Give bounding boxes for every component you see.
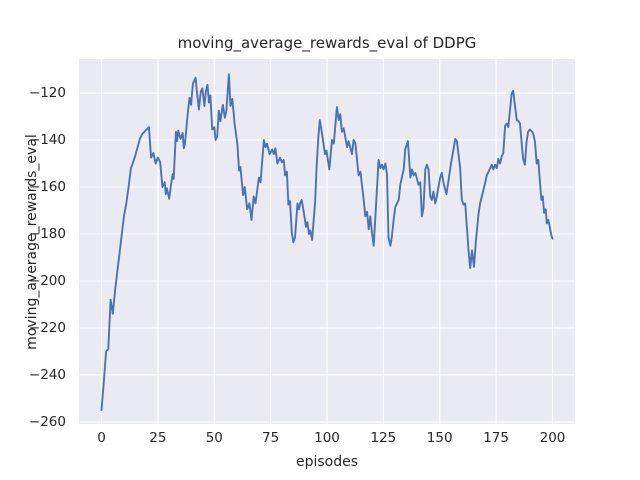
x-tick-label: 125 (370, 430, 397, 446)
reward-line (100, 73, 554, 412)
chart-title: moving_average_rewards_eval of DDPG (177, 34, 477, 52)
y-tick-label: −180 (28, 226, 66, 242)
x-tick-label: 150 (426, 430, 453, 446)
x-tick-label: 50 (205, 430, 223, 446)
x-tick-label: 175 (483, 430, 509, 446)
y-tick-label: −160 (28, 179, 66, 195)
x-tick-label: 0 (97, 430, 106, 446)
x-tick-label: 100 (314, 430, 340, 446)
x-tick-label: 25 (149, 430, 167, 446)
x-tick-label: 75 (262, 430, 280, 446)
y-tick-label: −240 (28, 366, 66, 383)
x-axis-label: episodes (295, 454, 359, 470)
x-tick-label: 200 (539, 430, 566, 446)
y-tick-label: −220 (28, 319, 66, 336)
y-tick-label: −260 (28, 413, 66, 430)
y-tick-label: −120 (28, 85, 66, 102)
y-tick-label: −140 (28, 132, 66, 148)
y-tick-label: −200 (28, 273, 66, 289)
